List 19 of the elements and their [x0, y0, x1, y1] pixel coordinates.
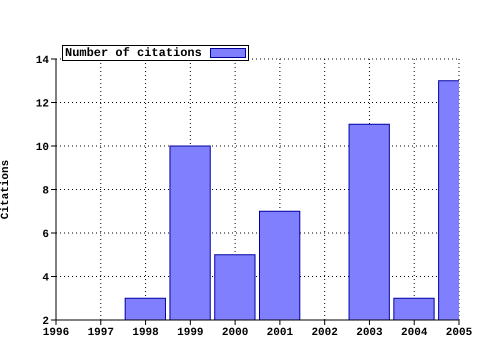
x-tick-label: 1998: [132, 326, 160, 339]
x-tick-label: 1997: [88, 326, 114, 339]
x-tick-label: 1996: [42, 326, 70, 339]
y-tick-label: 6: [42, 228, 49, 241]
x-tick-label: 2001: [266, 326, 294, 339]
y-tick-label: 10: [36, 142, 49, 154]
x-tick-label: 2005: [446, 326, 473, 339]
y-tick-label: 8: [42, 185, 50, 198]
legend-label: Number of citations: [65, 46, 202, 60]
y-axis-title: Citations: [0, 160, 12, 220]
x-tick-label: 2003: [356, 326, 384, 339]
x-tick-label: 2000: [222, 326, 248, 339]
y-tick-label: 4: [42, 272, 50, 284]
y-tick-label: 14: [36, 54, 50, 67]
y-tick-label: 12: [36, 98, 49, 110]
y-tick-label: 2: [42, 316, 49, 328]
x-tick-label: 1999: [177, 326, 204, 339]
x-tick-label: 2002: [311, 326, 338, 339]
x-tick-label: 2004: [401, 326, 428, 339]
